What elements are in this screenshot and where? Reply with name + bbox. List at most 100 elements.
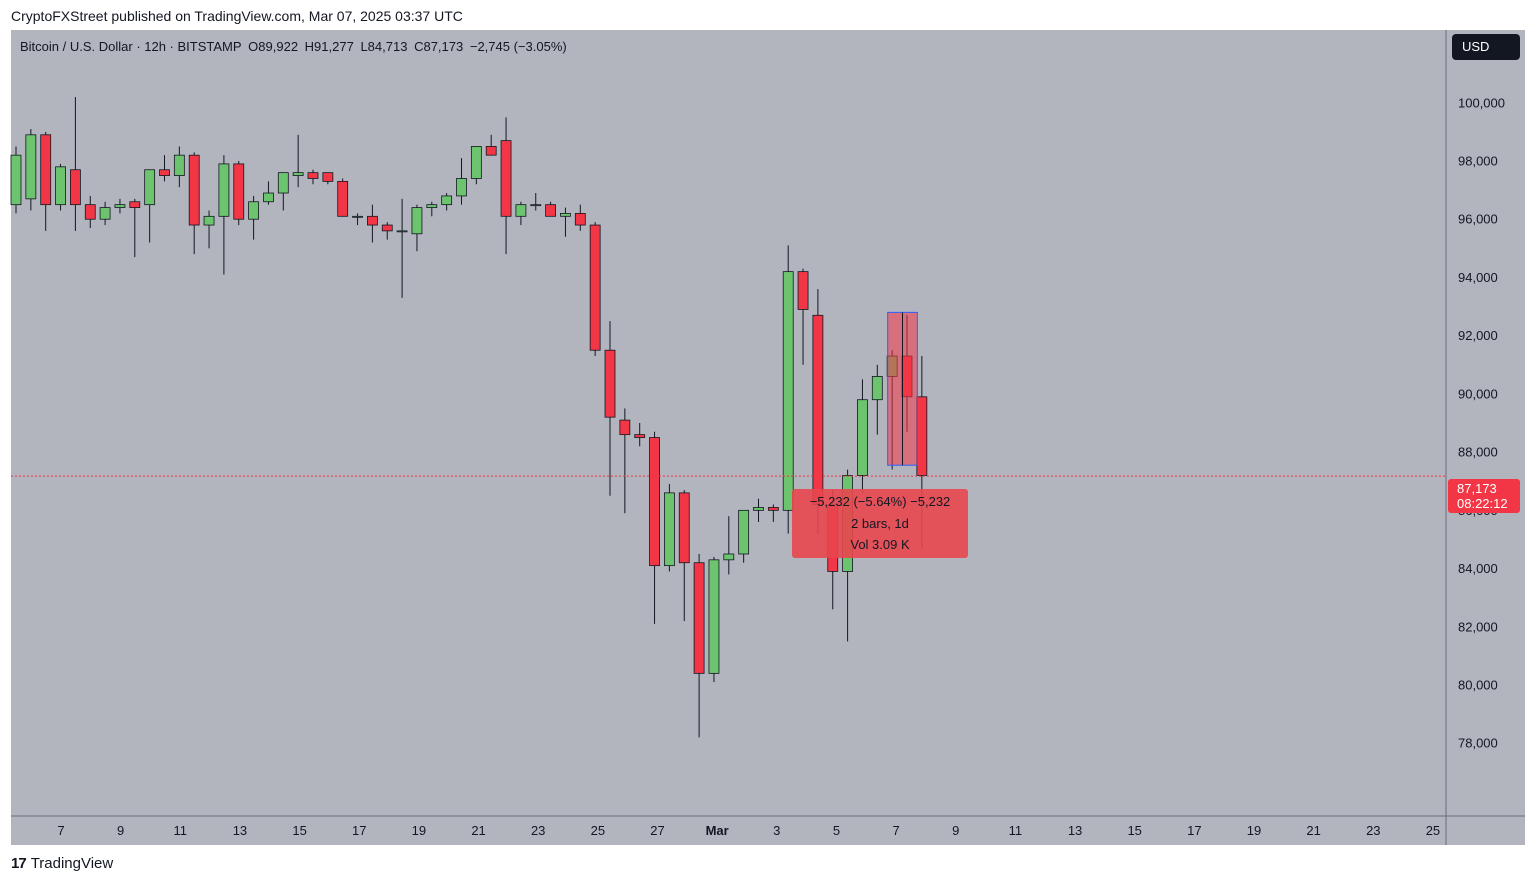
- candle: [456, 158, 467, 205]
- legend-symbol[interactable]: Bitcoin / U.S. Dollar · 12h · BITSTAMP: [20, 39, 242, 54]
- candle-body-up: [218, 163, 230, 217]
- candle: [70, 96, 81, 231]
- candle-body-up: [203, 215, 215, 226]
- candle: [159, 155, 170, 182]
- time-tick-label: 17: [352, 823, 366, 838]
- candle: [604, 321, 616, 496]
- candle: [589, 222, 601, 357]
- candle-body-up: [664, 492, 675, 567]
- candle: [797, 268, 809, 365]
- candle: [708, 556, 720, 683]
- candle-body-down: [797, 271, 809, 310]
- candle-body-down: [159, 169, 170, 176]
- time-tick-label: 17: [1187, 823, 1201, 838]
- candle-body-down: [322, 172, 334, 182]
- candle: [678, 489, 690, 621]
- candle: [753, 498, 764, 522]
- time-axis: 7 9 11 13 15 17 19 21 23 25 27 Mar 3 5 7 9 11 13 15 17 19 21 2…: [57, 823, 1440, 838]
- candle-body-down: [634, 434, 646, 438]
- candle-body-up: [782, 271, 794, 511]
- candle: [649, 431, 660, 624]
- currency-button[interactable]: USD: [1452, 34, 1520, 60]
- candle-body-up: [114, 204, 126, 208]
- last-price-value: 87,173: [1457, 481, 1497, 496]
- time-tick-label: 23: [1366, 823, 1380, 838]
- candle: [634, 423, 646, 447]
- time-tick-label: 13: [1068, 823, 1082, 838]
- candle-body-down: [500, 140, 512, 217]
- candle-body-up: [857, 399, 868, 476]
- price-tick-label: 82,000: [1458, 619, 1498, 634]
- candle: [470, 146, 482, 185]
- candle-body-up: [352, 215, 363, 218]
- candle: [84, 195, 96, 228]
- candle: [144, 169, 156, 243]
- measure-volume: Vol 3.09 K: [850, 537, 910, 552]
- candle-body-up: [871, 376, 883, 401]
- candle-body-down: [619, 419, 631, 436]
- legend-close: C87,173: [414, 39, 464, 54]
- candle-body-down: [40, 134, 52, 206]
- price-tick-label: 80,000: [1458, 678, 1498, 693]
- candle: [500, 117, 512, 255]
- candle-body-down: [337, 180, 349, 217]
- time-tick-label: 21: [1306, 823, 1320, 838]
- candle: [352, 213, 363, 226]
- candle-body-down: [381, 224, 393, 232]
- time-tick-label: 9: [117, 823, 124, 838]
- time-tick-label: 11: [1009, 823, 1023, 838]
- price-tick-label: 96,000: [1458, 212, 1498, 227]
- legend-change: −2,745 (−3.05%): [469, 39, 567, 54]
- candle: [767, 504, 779, 522]
- candle-body-up: [515, 204, 527, 217]
- price-axis: 100,000 98,000 96,000 94,000 92,000 90,000 88,…: [1458, 95, 1505, 750]
- price-tick-label: 78,000: [1458, 736, 1498, 751]
- candle-body-down: [84, 204, 96, 220]
- price-tick-label: 88,000: [1458, 445, 1498, 460]
- candle: [396, 198, 408, 298]
- candle-body-up: [753, 507, 764, 511]
- candle-body-up: [426, 204, 438, 208]
- candle-body-up: [738, 509, 750, 555]
- tradingview-logo[interactable]: 17 TradingView: [11, 855, 113, 872]
- candle: [664, 484, 675, 572]
- candle: [99, 201, 111, 226]
- candle: [515, 201, 527, 226]
- candle: [40, 131, 52, 231]
- candle-body-up: [441, 195, 453, 206]
- candle-body-down: [916, 396, 928, 476]
- candle-body-up: [144, 169, 156, 206]
- candle-body-down: [485, 146, 497, 156]
- candle: [277, 172, 289, 211]
- candle-body-up: [25, 134, 37, 200]
- candle-body-up: [708, 559, 720, 674]
- candle-body-down: [233, 163, 245, 220]
- candle: [441, 193, 453, 211]
- measure-change: −5,232 (−5.64%) −5,232: [809, 494, 951, 509]
- candle: [114, 198, 126, 214]
- candle-body-up: [456, 178, 467, 197]
- candle-body-down: [767, 507, 779, 511]
- candle-body-up: [99, 207, 111, 220]
- candle: [322, 172, 334, 185]
- chart-area[interactable]: [11, 30, 1525, 845]
- symbol-legend: Bitcoin / U.S. Dollar · 12h · BITSTAMP O…: [20, 39, 570, 54]
- candle: [129, 198, 141, 258]
- candle-body-down: [649, 437, 660, 567]
- time-tick-label: 13: [233, 823, 247, 838]
- candle-body-up: [55, 166, 66, 206]
- time-tick-label: 15: [1127, 823, 1141, 838]
- candle: [25, 128, 37, 211]
- time-tick-label: 5: [833, 823, 840, 838]
- price-tick-label: 100,000: [1458, 95, 1505, 110]
- time-tick-label: 7: [57, 823, 64, 838]
- candle: [307, 169, 319, 185]
- time-tick-label: 9: [952, 823, 959, 838]
- candle: [366, 204, 378, 243]
- candle: [738, 509, 750, 563]
- price-tick-label: 90,000: [1458, 386, 1498, 401]
- candle: [173, 146, 185, 188]
- candle-body-up: [263, 192, 274, 203]
- legend-open: O89,922: [248, 39, 299, 54]
